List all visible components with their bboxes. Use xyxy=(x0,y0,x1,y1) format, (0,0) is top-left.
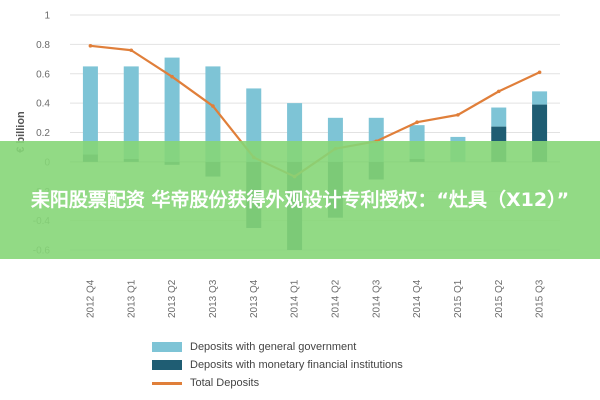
bar-general-government xyxy=(532,91,548,105)
bar-general-government xyxy=(123,66,139,159)
bar-general-government xyxy=(164,57,180,162)
legend-label-total: Total Deposits xyxy=(190,377,260,389)
point-total-deposits xyxy=(88,44,93,48)
y-tick-label: 0.2 xyxy=(36,128,50,139)
x-tick-label: 2014 Q4 xyxy=(412,279,423,318)
point-total-deposits xyxy=(211,104,215,108)
point-total-deposits xyxy=(129,48,134,53)
legend-item-total: Total Deposits xyxy=(152,374,403,392)
y-tick-label: 1 xyxy=(44,11,50,22)
x-tick-label: 2015 Q2 xyxy=(494,279,505,318)
x-tick-label: 2014 Q3 xyxy=(371,279,382,318)
point-total-deposits xyxy=(537,70,542,75)
legend-item-general-government: Deposits with general government xyxy=(152,338,403,356)
point-total-deposits xyxy=(170,74,174,79)
y-tick-label: 0.4 xyxy=(36,99,50,110)
bar-general-government xyxy=(82,66,98,155)
x-tick-label: 2014 Q1 xyxy=(290,279,301,318)
chart-legend: Deposits with general government Deposit… xyxy=(152,338,403,392)
legend-swatch-general-government xyxy=(152,342,182,352)
x-tick-label: 2013 Q1 xyxy=(126,279,137,318)
point-total-deposits xyxy=(456,113,460,117)
point-total-deposits xyxy=(496,89,501,94)
bar-general-government xyxy=(491,107,507,127)
overlay-banner: 耒阳股票配资 华帝股份获得外观设计专利授权：“灶具（X12）” xyxy=(0,141,600,259)
banner-text: 耒阳股票配资 华帝股份获得外观设计专利授权：“灶具（X12）” xyxy=(30,189,570,211)
x-tick-label: 2012 Q4 xyxy=(85,279,96,318)
x-tick-label: 2013 Q3 xyxy=(208,279,219,318)
x-tick-label: 2015 Q3 xyxy=(535,279,546,318)
y-tick-label: 0.6 xyxy=(36,69,50,80)
legend-label-general-government: Deposits with general government xyxy=(190,341,357,353)
legend-swatch-mfi xyxy=(152,360,182,370)
x-tick-label: 2013 Q2 xyxy=(167,279,178,318)
legend-swatch-total xyxy=(152,381,182,385)
legend-item-mfi: Deposits with monetary financial institu… xyxy=(152,356,403,374)
point-total-deposits xyxy=(415,120,419,125)
bar-general-government xyxy=(205,66,221,162)
x-tick-label: 2014 Q2 xyxy=(330,279,341,318)
x-tick-label: 2013 Q4 xyxy=(249,279,260,318)
x-tick-label: 2015 Q1 xyxy=(453,279,464,318)
y-tick-label: 0.8 xyxy=(36,40,50,51)
legend-label-mfi: Deposits with monetary financial institu… xyxy=(190,359,403,371)
